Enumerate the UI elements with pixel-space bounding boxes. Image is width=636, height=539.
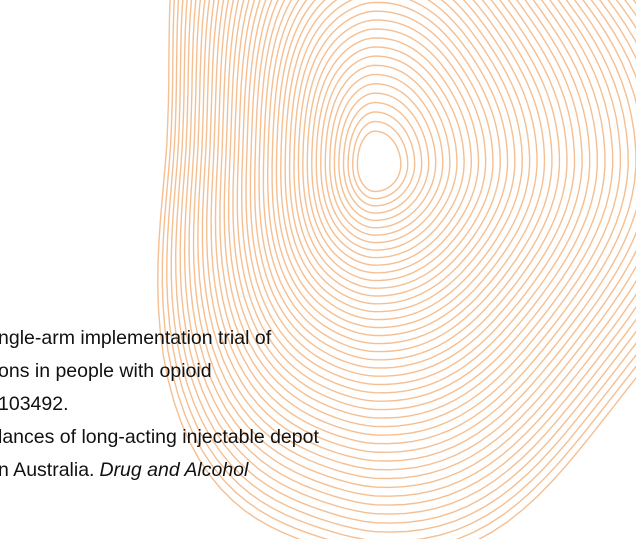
slide: ngle-arm implementation trial of ons in … — [0, 0, 636, 539]
reference-plain: n Australia. — [0, 459, 94, 481]
reference-line: ons in people with opioid — [0, 360, 212, 382]
reference-line: ngle-arm implementation trial of — [0, 327, 272, 349]
contour-line — [353, 122, 408, 199]
reference-line: lances of long-acting injectable depot — [0, 426, 319, 448]
journal-name: Drug and Alcohol — [99, 459, 249, 481]
reference-line: n Australia.Drug and Alcohol — [0, 459, 249, 481]
contour-line — [259, 0, 559, 360]
contour-line — [321, 56, 457, 250]
contour-line — [344, 103, 422, 214]
contour-line — [246, 0, 582, 385]
reference-line: 103492. — [0, 393, 69, 415]
contour-line — [357, 131, 400, 191]
